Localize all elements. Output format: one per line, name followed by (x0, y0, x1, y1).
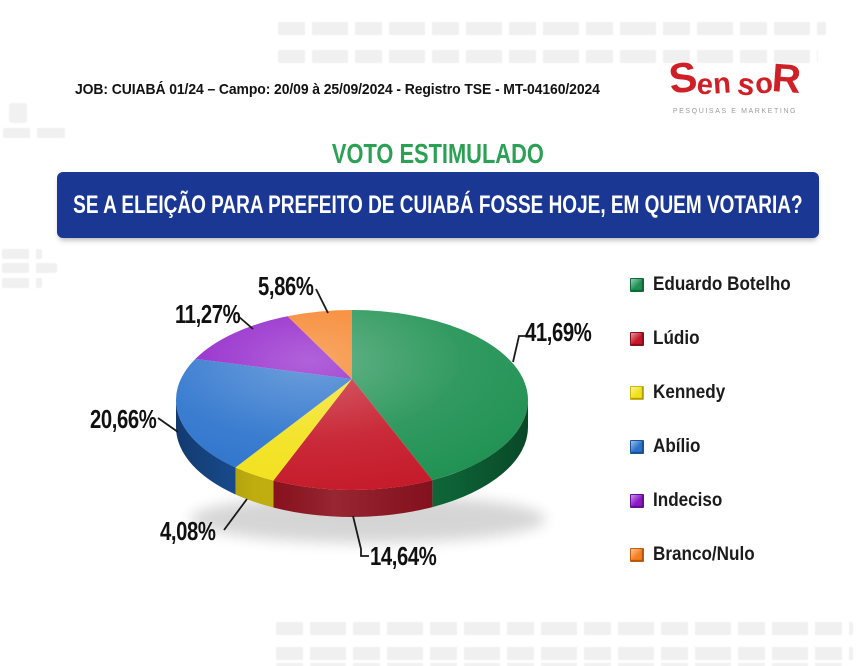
page-title: VOTO ESTIMULADO (57, 138, 819, 170)
sensor-logo: Sen soR PESQUISAS E MARKETING (650, 52, 820, 115)
legend-swatch-icon (630, 548, 644, 562)
legend-label: Abílio (653, 436, 701, 457)
question-banner-text: SE A ELEIÇÃO PARA PREFEITO DE CUIABÁ FOS… (73, 190, 803, 219)
job-registration-line: JOB: CUIABÁ 01/24 – Campo: 20/09 à 25/09… (75, 81, 600, 98)
legend-swatch-icon (630, 332, 644, 346)
slice-value-label: 11,27% (175, 299, 241, 329)
chart-legend: Eduardo Botelho Lúdio Kennedy Abílio Ind… (630, 274, 806, 598)
sensor-logo-tagline: PESQUISAS E MARKETING (672, 108, 798, 115)
ghost-text-line (276, 647, 853, 660)
legend-item: Eduardo Botelho (630, 274, 806, 296)
legend-item: Lúdio (630, 328, 806, 350)
legend-swatch-icon (630, 440, 644, 454)
ghost-text-line (276, 622, 853, 635)
legend-swatch-icon (630, 494, 644, 508)
page-title-text: VOTO ESTIMULADO (332, 138, 544, 169)
ghost-text-line (278, 50, 818, 63)
ghost-text-line (2, 278, 42, 288)
slice-value-label: 14,64% (370, 541, 437, 571)
slice-value-label: 4,08% (160, 516, 216, 546)
legend-label: Eduardo Botelho (653, 274, 791, 295)
legend-label: Indeciso (653, 490, 723, 511)
legend-swatch-icon (630, 278, 644, 292)
legend-item: Abílio (630, 436, 806, 458)
ghost-text-line (2, 263, 57, 273)
legend-label: Branco/Nulo (653, 544, 755, 565)
slice-value-label: 20,66% (90, 404, 157, 434)
ghost-text-line (278, 22, 826, 35)
ghost-text-line (2, 249, 42, 259)
legend-item: Kennedy (630, 382, 806, 404)
ghost-text-line (3, 128, 65, 138)
ghost-mark (9, 103, 27, 123)
slice-value-label: 5,86% (258, 271, 314, 301)
legend-item: Branco/Nulo (630, 544, 806, 566)
legend-label: Lúdio (653, 328, 700, 349)
legend-swatch-icon (630, 386, 644, 400)
legend-label: Kennedy (653, 382, 726, 403)
slice-value-label: 41,69% (525, 317, 592, 347)
question-banner: SE A ELEIÇÃO PARA PREFEITO DE CUIABÁ FOS… (57, 172, 819, 238)
legend-item: Indeciso (630, 490, 806, 512)
ghost-text-line (276, 663, 846, 666)
